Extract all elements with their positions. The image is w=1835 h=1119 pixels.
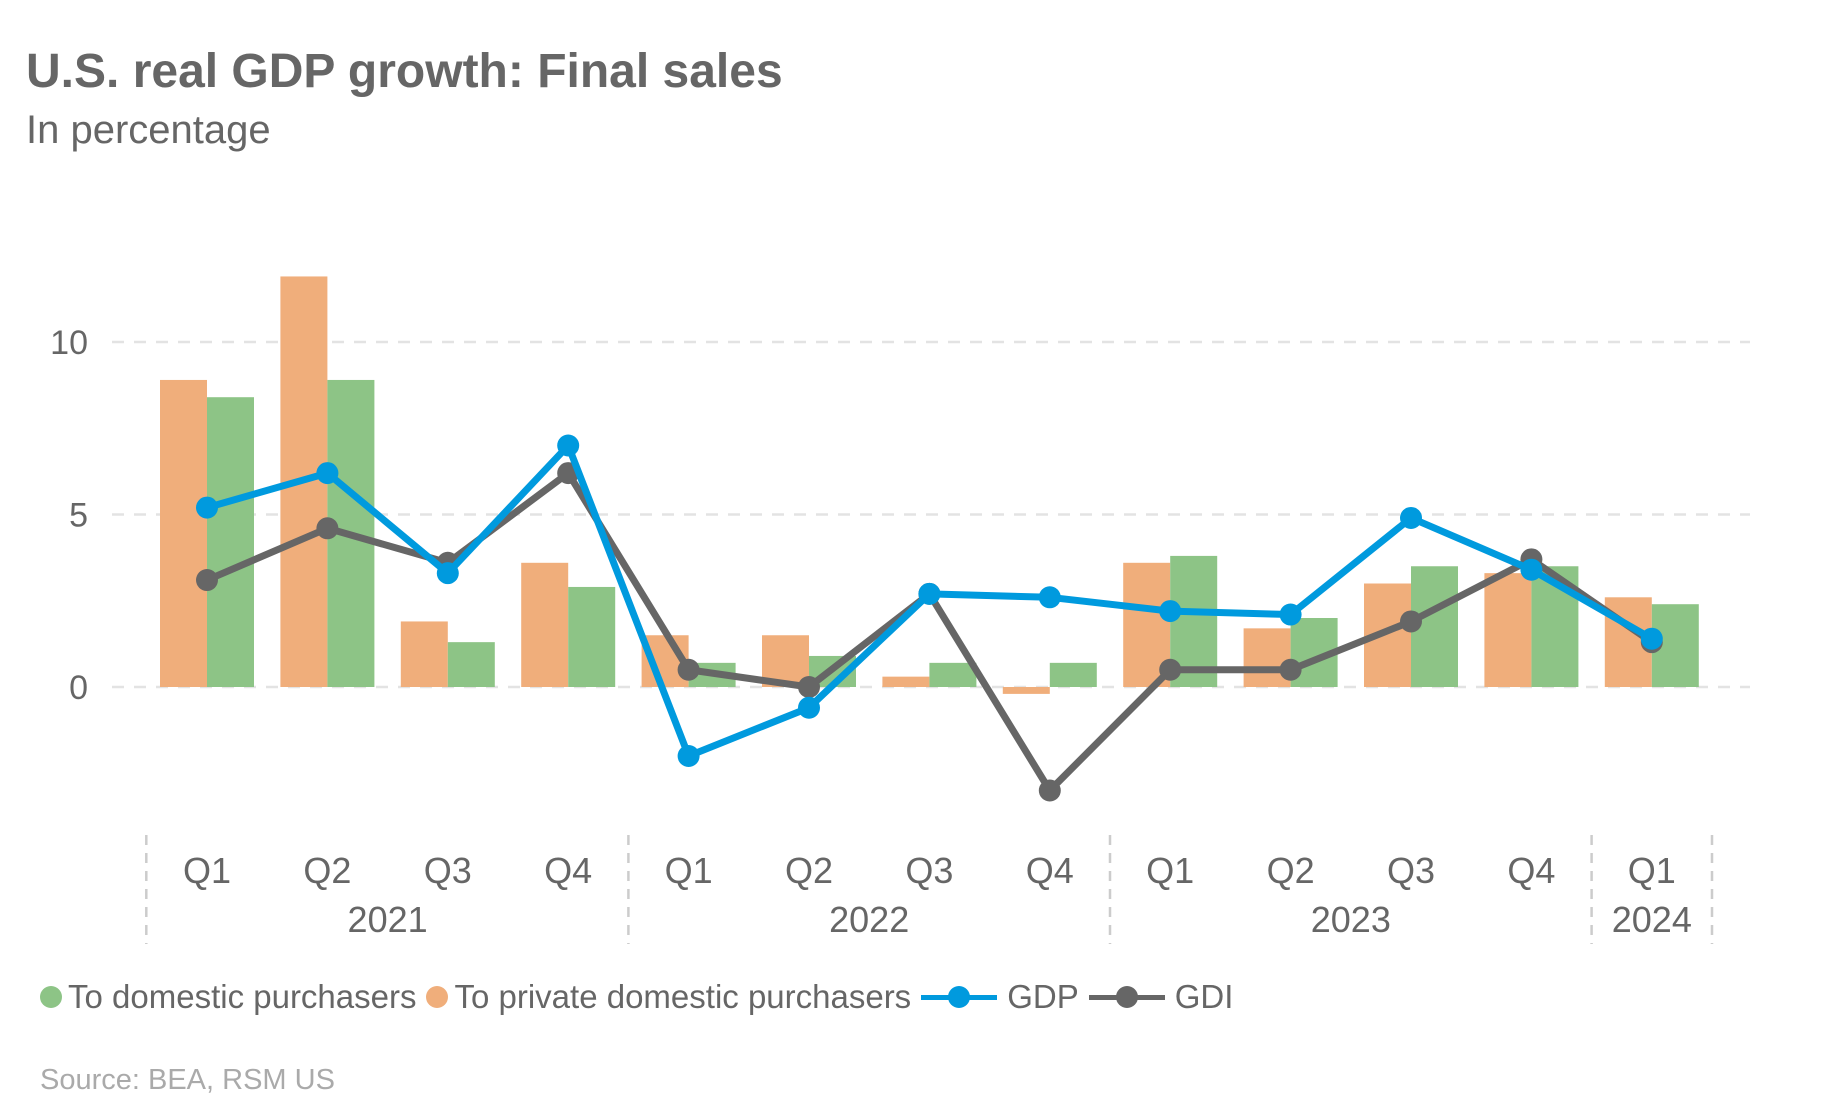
- legend-label: To domestic purchasers: [68, 978, 417, 1015]
- bar: [929, 662, 977, 687]
- x-tick-label: Q2: [785, 850, 833, 891]
- data-point: [1159, 600, 1182, 623]
- bar: [882, 676, 930, 687]
- x-tick-label: Q1: [183, 850, 231, 891]
- data-point: [1038, 779, 1061, 802]
- data-point: [196, 569, 218, 592]
- legend-label: To private domestic purchasers: [454, 978, 912, 1015]
- x-tick-label: Q2: [1267, 850, 1315, 891]
- data-point: [1520, 558, 1543, 581]
- x-tick-label: Q4: [544, 850, 592, 891]
- x-tick-label: Q3: [1387, 850, 1435, 891]
- x-tick-label: Q2: [303, 850, 351, 891]
- data-point: [677, 745, 700, 767]
- year-label: 2024: [1612, 899, 1692, 940]
- legend-line-icon: [921, 985, 998, 1009]
- data-point: [1400, 610, 1422, 633]
- data-point: [798, 676, 820, 698]
- legend-label: GDI: [1174, 978, 1234, 1015]
- data-point: [1640, 627, 1663, 650]
- legend-label: GDP: [1007, 978, 1079, 1015]
- chart-title: U.S. real GDP growth: Final sales: [26, 45, 783, 98]
- y-tick-label: 5: [69, 497, 88, 535]
- data-point: [1279, 603, 1302, 626]
- chart-subtitle: In percentage: [26, 108, 271, 152]
- year-label: 2021: [348, 899, 428, 940]
- year-label: 2022: [829, 899, 909, 940]
- bar: [1049, 662, 1097, 687]
- x-tick-label: Q1: [665, 850, 713, 891]
- x-tick-label: Q1: [1146, 850, 1194, 891]
- data-point: [1279, 658, 1302, 681]
- x-tick-label: Q3: [905, 850, 953, 891]
- legend-line-icon: [1088, 985, 1165, 1009]
- bar: [160, 379, 207, 687]
- bar: [1484, 573, 1532, 687]
- data-point: [557, 434, 580, 457]
- bar: [1243, 628, 1291, 687]
- x-tick-label: Q3: [424, 850, 472, 891]
- x-tick-label: Q1: [1628, 850, 1676, 891]
- source-note: Source: BEA, RSM US: [40, 1064, 335, 1096]
- data-point: [316, 462, 339, 485]
- data-point: [1038, 586, 1061, 609]
- year-label: 2023: [1311, 899, 1391, 940]
- y-tick-label: 0: [69, 669, 88, 707]
- legend: To domestic purchasers To private domest…: [40, 978, 1243, 1016]
- bar: [1002, 687, 1050, 694]
- data-point: [1159, 658, 1182, 681]
- legend-item-private[interactable]: To private domestic purchasers: [426, 978, 911, 1016]
- x-tick-label: Q4: [1026, 850, 1074, 891]
- data-point: [316, 517, 339, 540]
- data-point: [436, 562, 459, 585]
- data-point: [798, 696, 820, 719]
- bar: [568, 586, 616, 687]
- data-point: [1400, 506, 1422, 529]
- y-tick-label: 10: [50, 324, 88, 362]
- bar: [521, 562, 569, 687]
- legend-item-gdi[interactable]: GDI: [1088, 978, 1234, 1016]
- bar: [207, 397, 254, 687]
- data-point: [196, 496, 218, 519]
- legend-dot-icon: [426, 986, 449, 1008]
- data-point: [918, 582, 941, 605]
- bar: [447, 642, 495, 687]
- legend-dot-icon: [40, 986, 62, 1008]
- bar: [400, 621, 448, 687]
- x-tick-label: Q4: [1507, 850, 1555, 891]
- legend-item-domestic[interactable]: To domestic purchasers: [40, 978, 416, 1016]
- data-point: [677, 658, 700, 681]
- legend-item-gdp[interactable]: GDP: [921, 978, 1079, 1016]
